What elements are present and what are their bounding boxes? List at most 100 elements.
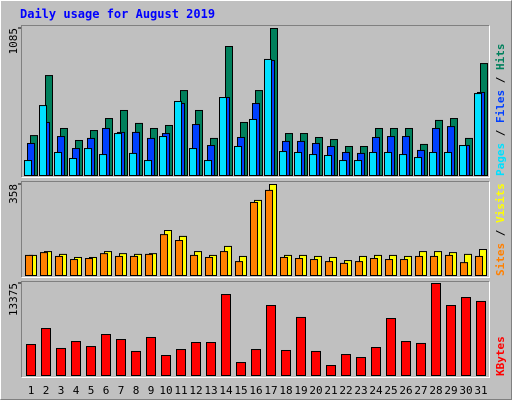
legend-entry: KBytes xyxy=(494,336,507,376)
x-tick-label: 8 xyxy=(133,384,140,397)
x-tick-label: 15 xyxy=(234,384,247,397)
bar xyxy=(474,93,482,176)
bar xyxy=(54,151,62,177)
bar xyxy=(100,253,108,277)
x-tick-label: 22 xyxy=(339,384,352,397)
x-tick-label: 21 xyxy=(324,384,337,397)
bar xyxy=(264,58,272,176)
plot-border-light xyxy=(21,181,490,278)
bar xyxy=(55,255,63,277)
bar xyxy=(341,354,351,376)
bar xyxy=(325,261,333,276)
x-tick-label: 26 xyxy=(399,384,412,397)
bar xyxy=(84,148,92,176)
bar xyxy=(85,258,93,276)
legend: Pages / Files / Hits xyxy=(494,44,507,177)
x-tick-label: 16 xyxy=(249,384,262,397)
x-tick-label: 23 xyxy=(354,384,367,397)
x-tick-label: 7 xyxy=(118,384,125,397)
y-tick-label: 358 xyxy=(7,184,20,204)
bar xyxy=(430,255,438,277)
y-tick-label: 13375 xyxy=(7,283,20,316)
x-tick-label: 18 xyxy=(279,384,292,397)
bar xyxy=(354,160,362,177)
chart-title: Daily usage for August 2019 xyxy=(20,7,215,21)
x-tick-label: 30 xyxy=(459,384,472,397)
bar xyxy=(370,258,378,276)
bar xyxy=(145,253,153,277)
bar xyxy=(281,349,291,377)
bar xyxy=(415,255,423,277)
bar xyxy=(249,118,257,177)
bar xyxy=(384,151,392,177)
bar xyxy=(160,234,168,276)
plot-border-dark xyxy=(21,25,490,178)
bar xyxy=(295,258,303,276)
legend: KBytes xyxy=(494,336,507,376)
bar xyxy=(205,256,213,277)
bar xyxy=(115,255,123,277)
bar xyxy=(159,136,167,176)
bar xyxy=(25,254,33,276)
x-tick-label: 6 xyxy=(103,384,110,397)
legend-separator: / xyxy=(494,123,507,143)
bar xyxy=(250,201,258,276)
bar xyxy=(99,154,107,177)
bar xyxy=(401,341,411,377)
bar xyxy=(386,318,396,376)
x-tick-label: 28 xyxy=(429,384,442,397)
bar xyxy=(475,255,483,277)
bar xyxy=(221,294,231,376)
x-tick-label: 24 xyxy=(369,384,383,397)
bar xyxy=(296,316,306,377)
bar xyxy=(445,254,453,276)
bar xyxy=(70,259,78,276)
bar xyxy=(24,160,32,177)
bar xyxy=(26,344,36,376)
bar xyxy=(414,157,422,176)
x-tick-label: 31 xyxy=(474,384,487,397)
y-tick-label: 1085 xyxy=(7,28,20,55)
bar xyxy=(116,339,126,377)
bar xyxy=(265,189,273,276)
bar xyxy=(399,154,407,177)
x-tick-label: 20 xyxy=(309,384,322,397)
bar xyxy=(220,251,228,277)
bar xyxy=(86,346,96,376)
bar xyxy=(429,151,437,177)
bar xyxy=(236,362,246,377)
plot-border-dark xyxy=(21,181,490,278)
x-tick-label: 17 xyxy=(264,384,277,397)
legend: Sites / Visits xyxy=(494,183,507,276)
bar xyxy=(339,160,347,177)
x-tick-label: 3 xyxy=(58,384,65,397)
bar xyxy=(175,240,183,276)
bar xyxy=(446,305,456,377)
bar xyxy=(206,341,216,376)
bar xyxy=(189,148,197,176)
bar xyxy=(251,349,261,376)
plot-border-light xyxy=(21,25,490,178)
legend-entry: Files xyxy=(494,90,507,123)
bar xyxy=(326,365,336,376)
bar xyxy=(311,350,321,377)
x-tick-label: 12 xyxy=(189,384,202,397)
bar xyxy=(459,145,467,177)
bar xyxy=(371,347,381,376)
legend-entry: Hits xyxy=(494,44,507,71)
x-tick-label: 1 xyxy=(28,384,35,397)
bar xyxy=(444,151,452,177)
x-tick-label: 11 xyxy=(174,384,187,397)
x-tick-label: 4 xyxy=(73,384,80,397)
bar xyxy=(280,256,288,277)
x-tick-label: 2 xyxy=(43,384,50,397)
legend-entry: Visits xyxy=(494,183,507,223)
legend-separator: / xyxy=(494,70,507,90)
bar xyxy=(400,259,408,276)
bar xyxy=(161,355,171,377)
bar xyxy=(460,262,468,276)
bar xyxy=(129,152,137,176)
bar xyxy=(219,97,227,176)
bar xyxy=(324,154,332,176)
